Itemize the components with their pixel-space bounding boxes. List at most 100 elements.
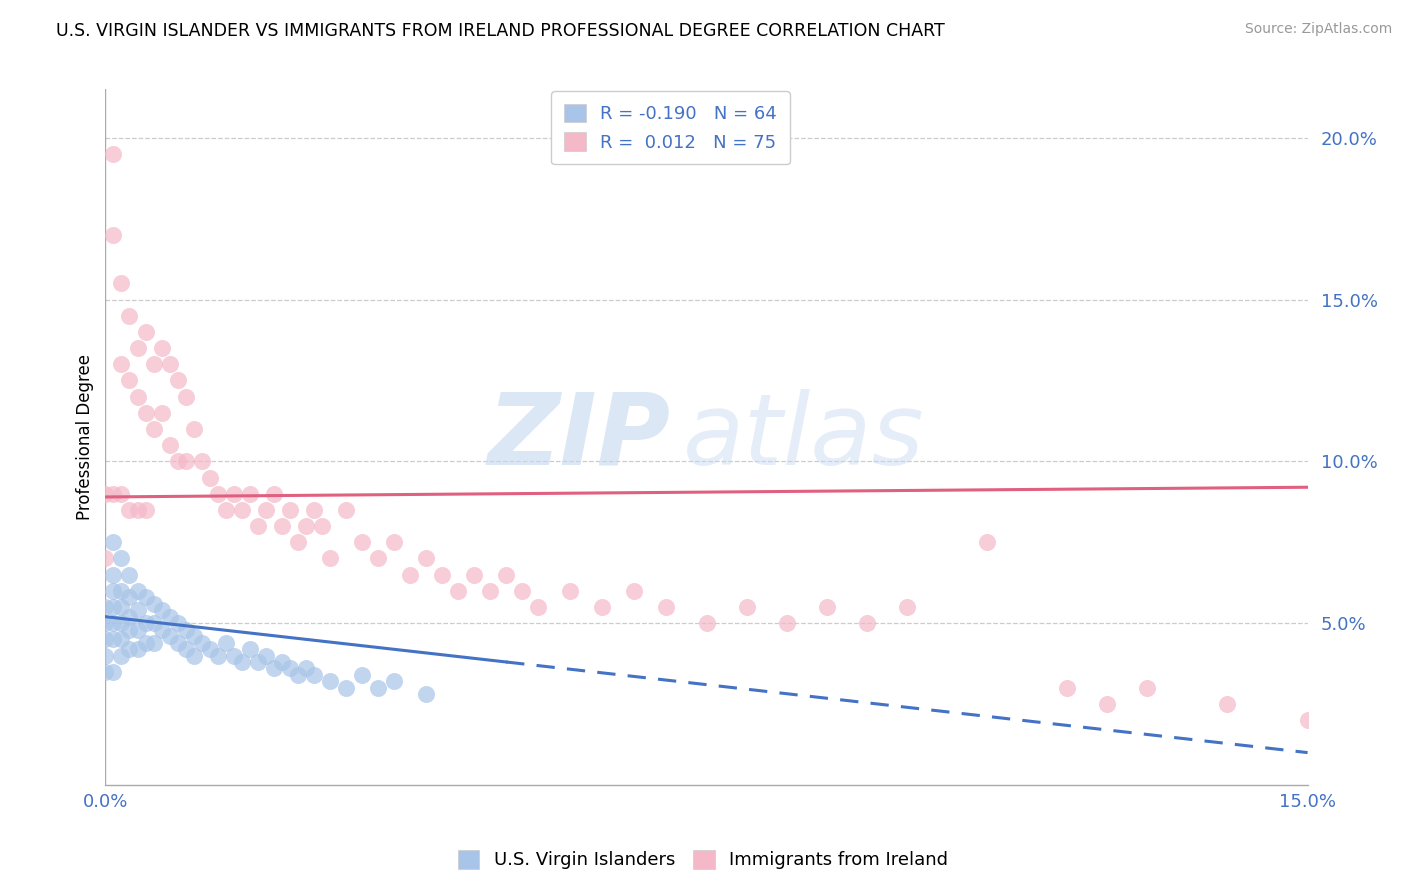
Point <box>110 599 132 614</box>
Point <box>855 616 877 631</box>
Point <box>166 374 188 388</box>
Point <box>815 599 838 614</box>
Point <box>198 470 221 484</box>
Point <box>118 503 141 517</box>
Point <box>735 599 758 614</box>
Point <box>135 616 157 631</box>
Point <box>214 503 236 517</box>
Text: atlas: atlas <box>682 389 924 485</box>
Point <box>150 406 173 420</box>
Point <box>591 599 613 614</box>
Point <box>183 629 205 643</box>
Point <box>263 661 285 675</box>
Point <box>382 674 405 689</box>
Point <box>135 503 157 517</box>
Point <box>295 661 318 675</box>
Text: ZIP: ZIP <box>488 389 671 485</box>
Point <box>142 597 165 611</box>
Point <box>415 687 437 701</box>
Point <box>976 535 998 549</box>
Point <box>246 655 269 669</box>
Point <box>174 454 197 468</box>
Point <box>207 648 229 663</box>
Point <box>350 535 373 549</box>
Point <box>302 503 325 517</box>
Point <box>159 629 181 643</box>
Point <box>127 503 149 517</box>
Point <box>183 648 205 663</box>
Point <box>127 390 149 404</box>
Point <box>495 567 517 582</box>
Point <box>94 665 117 679</box>
Point <box>127 603 149 617</box>
Point <box>270 655 292 669</box>
Point <box>150 603 173 617</box>
Point <box>231 503 253 517</box>
Point <box>118 609 141 624</box>
Point <box>190 454 212 468</box>
Point <box>1097 697 1119 711</box>
Point <box>655 599 678 614</box>
Point <box>190 635 212 649</box>
Point <box>246 519 269 533</box>
Point <box>311 519 333 533</box>
Point <box>110 486 132 500</box>
Point <box>166 635 188 649</box>
Point <box>207 486 229 500</box>
Point <box>135 325 157 339</box>
Point <box>166 454 188 468</box>
Point <box>222 648 245 663</box>
Point <box>103 147 125 161</box>
Point <box>110 616 132 631</box>
Point <box>166 616 188 631</box>
Point <box>94 648 117 663</box>
Point <box>103 665 125 679</box>
Point <box>696 616 718 631</box>
Point <box>150 623 173 637</box>
Point <box>142 357 165 371</box>
Point <box>430 567 453 582</box>
Point <box>278 503 301 517</box>
Point <box>103 567 125 582</box>
Point <box>118 309 141 323</box>
Point <box>94 486 117 500</box>
Point <box>174 623 197 637</box>
Point <box>350 668 373 682</box>
Point <box>103 486 125 500</box>
Text: U.S. VIRGIN ISLANDER VS IMMIGRANTS FROM IRELAND PROFESSIONAL DEGREE CORRELATION : U.S. VIRGIN ISLANDER VS IMMIGRANTS FROM … <box>56 22 945 40</box>
Point <box>278 661 301 675</box>
Point <box>382 535 405 549</box>
Point <box>263 486 285 500</box>
Point <box>222 486 245 500</box>
Point <box>447 583 470 598</box>
Legend: U.S. Virgin Islanders, Immigrants from Ireland: U.S. Virgin Islanders, Immigrants from I… <box>449 841 957 879</box>
Point <box>135 406 157 420</box>
Point <box>239 486 262 500</box>
Point <box>142 635 165 649</box>
Point <box>399 567 422 582</box>
Point <box>127 341 149 355</box>
Point <box>254 503 277 517</box>
Point <box>110 648 132 663</box>
Point <box>198 642 221 657</box>
Point <box>103 632 125 647</box>
Point <box>463 567 485 582</box>
Point <box>174 642 197 657</box>
Point <box>1216 697 1239 711</box>
Point <box>335 681 357 695</box>
Point <box>254 648 277 663</box>
Point <box>127 623 149 637</box>
Point <box>174 390 197 404</box>
Point <box>110 357 132 371</box>
Point <box>103 535 125 549</box>
Legend: R = -0.190   N = 64, R =  0.012   N = 75: R = -0.190 N = 64, R = 0.012 N = 75 <box>551 91 790 164</box>
Point <box>1296 713 1319 727</box>
Point <box>94 616 117 631</box>
Point <box>135 635 157 649</box>
Point <box>1136 681 1159 695</box>
Point <box>135 591 157 605</box>
Point <box>287 668 309 682</box>
Point <box>270 519 292 533</box>
Point <box>118 374 141 388</box>
Point <box>527 599 550 614</box>
